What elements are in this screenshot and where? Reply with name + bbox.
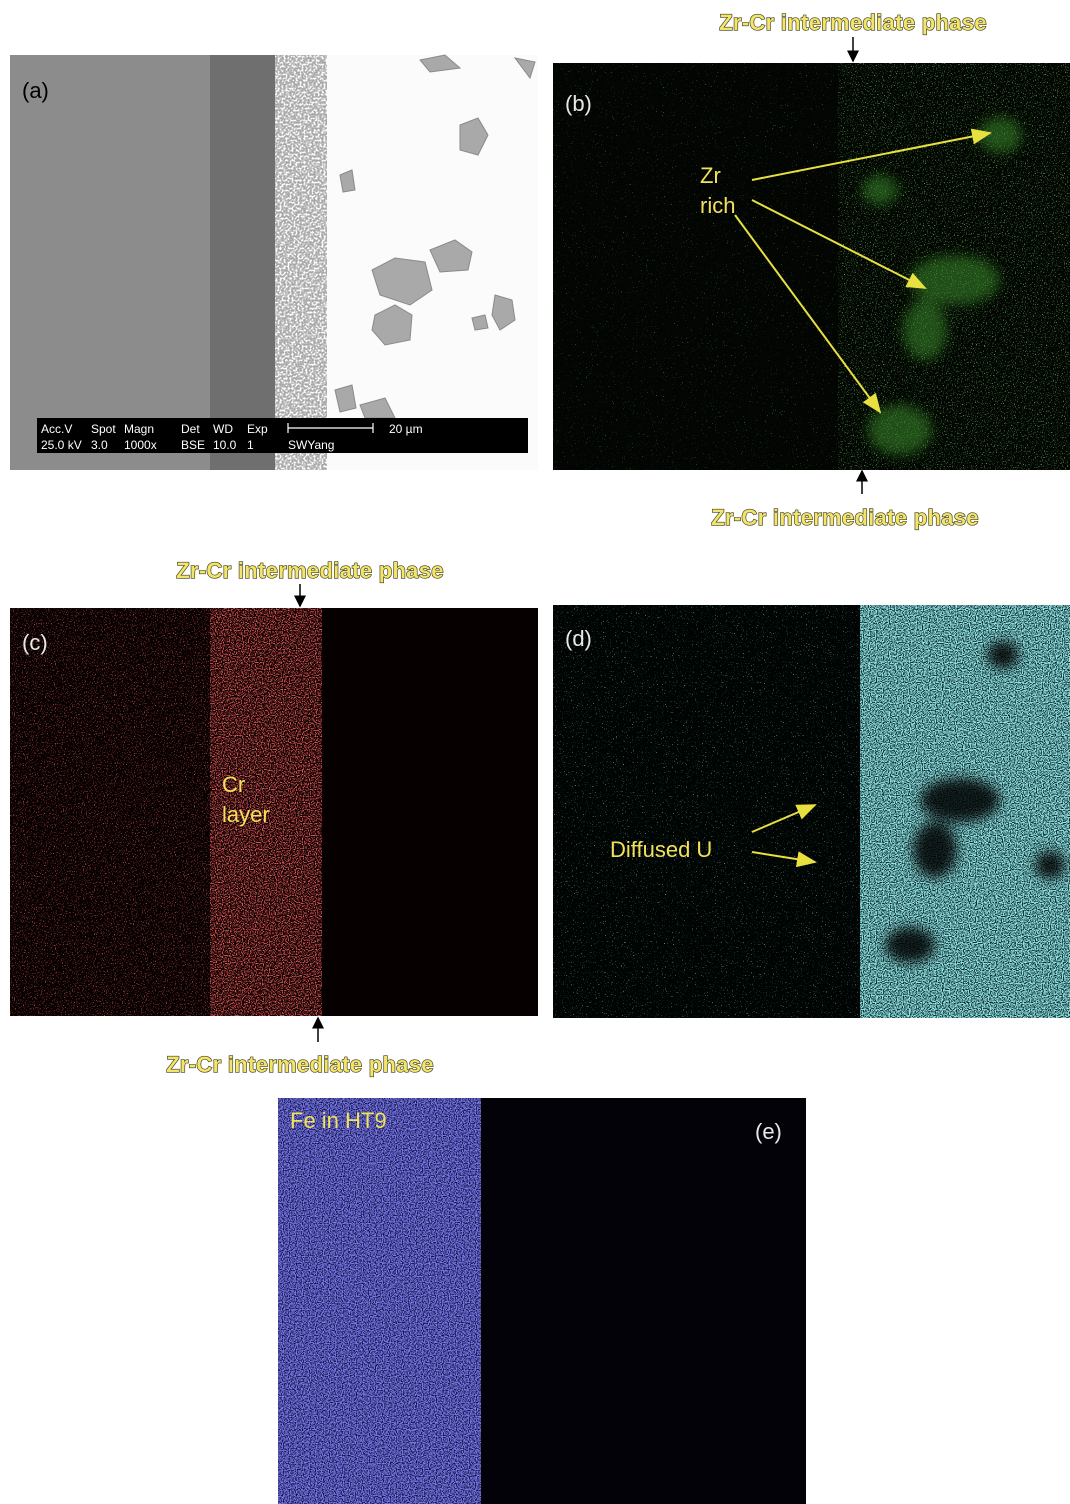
annotation: Diffused U xyxy=(610,837,712,862)
caption: Zr-Cr intermediate phase xyxy=(719,10,987,35)
panel-a: (a) Acc.V Spot Magn Det WD Exp 25.0 kV 3… xyxy=(10,54,538,470)
arrow xyxy=(734,214,882,414)
arrow xyxy=(751,804,817,833)
arrow xyxy=(751,199,927,289)
panel-label: (a) xyxy=(22,78,49,103)
info-header: Det xyxy=(181,422,200,436)
info-value: 3.0 xyxy=(91,438,108,452)
panel-c: (c) Cr layer Zr-Cr intermediate phase Zr… xyxy=(10,557,538,1078)
info-header: Magn xyxy=(124,422,154,436)
map-noise xyxy=(553,63,838,470)
info-header: Exp xyxy=(247,422,268,436)
particles xyxy=(334,54,536,419)
operator: SWYang xyxy=(288,438,334,452)
map-noise xyxy=(10,608,210,1016)
annotation: layer xyxy=(222,802,270,827)
caption: Zr-Cr intermediate phase xyxy=(176,558,444,583)
fe-region-noise xyxy=(278,1098,481,1504)
u-depleted-areas xyxy=(885,641,1065,963)
info-header: WD xyxy=(213,422,233,436)
arrow xyxy=(751,128,992,181)
info-bar xyxy=(37,418,528,453)
annotation: rich xyxy=(700,193,735,218)
info-value: 1 xyxy=(247,438,254,452)
caption: Zr-Cr intermediate phase xyxy=(166,1052,434,1077)
panel-label: (d) xyxy=(565,626,592,651)
info-header: Acc.V xyxy=(41,422,72,436)
annotation: Fe in HT9 xyxy=(290,1108,387,1133)
cr-layer xyxy=(210,55,276,470)
caption: Zr-Cr intermediate phase xyxy=(711,505,979,530)
interaction-texture xyxy=(275,55,327,470)
panel-label: (e) xyxy=(755,1119,782,1144)
annotation: Cr xyxy=(222,772,245,797)
scale-label: 20 µm xyxy=(389,422,423,436)
arrow xyxy=(751,851,817,868)
scale-bar xyxy=(287,423,374,433)
info-value: 1000x xyxy=(124,438,157,452)
info-value: BSE xyxy=(181,438,205,452)
fuel-region xyxy=(10,55,210,470)
info-header: Spot xyxy=(91,422,116,436)
info-value: 10.0 xyxy=(213,438,237,452)
panel-label: (b) xyxy=(565,91,592,116)
panel-b: (b) Zr rich Zr-Cr intermediate phase Zr-… xyxy=(553,9,1070,531)
map-noise xyxy=(553,605,860,1018)
panel-e: Fe in HT9 (e) xyxy=(278,1098,806,1504)
cr-layer xyxy=(210,608,322,1016)
panel-label: (c) xyxy=(22,630,48,655)
panel-d: (d) Diffused U xyxy=(553,605,1070,1018)
annotation: Zr xyxy=(700,163,721,188)
info-value: 25.0 kV xyxy=(41,438,82,452)
